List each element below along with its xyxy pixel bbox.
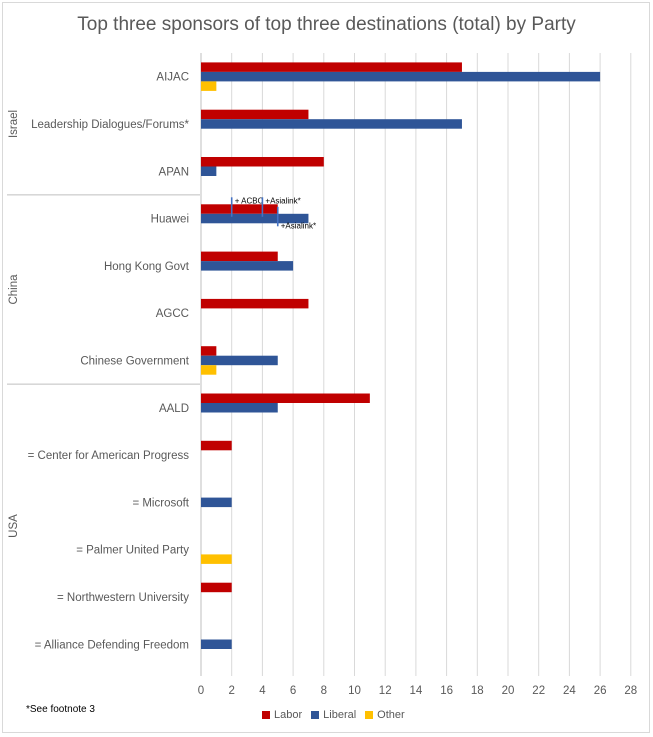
x-tick-label-16: 16 xyxy=(440,685,453,697)
bar-chinese-government-labor xyxy=(201,346,217,356)
legend-label-labor: Labor xyxy=(274,709,303,721)
x-tick-label-20: 20 xyxy=(502,685,515,697)
x-tick-label-26: 26 xyxy=(594,685,607,697)
legend-swatch-liberal xyxy=(311,711,320,719)
bar-hong-kong-govt-labor xyxy=(201,251,278,262)
bar-aijac-other xyxy=(201,81,217,91)
category-label-alliance-defending-freedom: = Alliance Defending Freedom xyxy=(35,639,189,651)
x-tick-label-12: 12 xyxy=(379,685,392,697)
bar-leadership-dialogues-forums-liberal xyxy=(201,119,462,129)
bar-alliance-defending-freedom-liberal xyxy=(201,639,232,649)
group-label-israel: Israel xyxy=(8,110,20,138)
x-tick-label-8: 8 xyxy=(321,685,327,697)
category-label-hong-kong-govt: Hong Kong Govt xyxy=(104,261,190,273)
bar-chinese-government-liberal xyxy=(201,355,278,366)
category-label-chinese-government: Chinese Government xyxy=(80,355,189,367)
bar-leadership-dialogues-forums-labor xyxy=(201,109,309,120)
bar-palmer-united-party-other xyxy=(201,554,232,564)
category-label-microsoft: = Microsoft xyxy=(132,497,189,509)
category-label-aijac: AIJAC xyxy=(156,72,189,84)
category-label-aald: AALD xyxy=(159,403,189,415)
bar-center-for-american-progress-labor xyxy=(201,440,232,451)
bar-apan-labor xyxy=(201,157,324,167)
bar-huawei-liberal xyxy=(201,213,309,224)
chart-title: Top three sponsors of top three destinat… xyxy=(77,14,576,35)
bar-aald-labor xyxy=(201,393,370,403)
bar-aijac-labor xyxy=(201,62,462,72)
group-label-usa: USA xyxy=(8,514,20,538)
bar-aald-liberal xyxy=(201,403,278,413)
x-tick-label-10: 10 xyxy=(348,685,361,697)
bar-northwestern-university-labor xyxy=(201,582,232,593)
x-tick-label-18: 18 xyxy=(471,685,484,697)
x-tick-label-0: 0 xyxy=(198,685,204,697)
category-label-center-for-american-progress: = Center for American Progress xyxy=(28,450,190,462)
bar-huawei-labor xyxy=(201,204,278,214)
category-label-palmer-united-party: = Palmer United Party xyxy=(76,545,189,557)
legend-swatch-labor xyxy=(262,711,270,719)
category-label-huawei: Huawei xyxy=(151,214,189,226)
group-label-china: China xyxy=(8,274,20,305)
legend-label-other: Other xyxy=(377,709,405,721)
category-label-agcc: AGCC xyxy=(156,308,189,320)
bar-aijac-liberal xyxy=(201,71,601,82)
annotation-label-1: + ACBC xyxy=(235,196,264,205)
legend-item-labor: Labor xyxy=(262,709,302,721)
bar-microsoft-liberal xyxy=(201,497,232,508)
category-label-apan: APAN xyxy=(159,166,189,178)
legend-item-liberal: Liberal xyxy=(311,709,356,721)
bar-agcc-labor xyxy=(201,298,309,309)
annotation-label-3: +Asialink* xyxy=(281,221,316,230)
category-label-northwestern-university: = Northwestern University xyxy=(57,592,189,604)
footnote: *See footnote 3 xyxy=(26,704,95,715)
legend-label-liberal: Liberal xyxy=(323,709,357,721)
bar-chinese-government-other xyxy=(201,365,217,375)
x-tick-label-6: 6 xyxy=(290,685,296,697)
x-tick-label-4: 4 xyxy=(259,685,266,697)
legend: Labor Liberal Other xyxy=(262,709,405,721)
legend-swatch-other xyxy=(365,711,374,719)
category-label-leadership-dialogues-forums: Leadership Dialogues/Forums* xyxy=(31,119,189,131)
bar-hong-kong-govt-liberal xyxy=(201,261,294,271)
x-tick-label-2: 2 xyxy=(228,685,234,697)
bar-apan-liberal xyxy=(201,166,217,176)
annotation-label-2: +Asialink* xyxy=(265,196,300,205)
x-tick-label-24: 24 xyxy=(563,685,576,697)
x-tick-label-14: 14 xyxy=(410,685,423,697)
x-tick-label-22: 22 xyxy=(532,685,545,697)
x-tick-label-28: 28 xyxy=(624,685,637,697)
legend-item-other: Other xyxy=(365,709,405,721)
